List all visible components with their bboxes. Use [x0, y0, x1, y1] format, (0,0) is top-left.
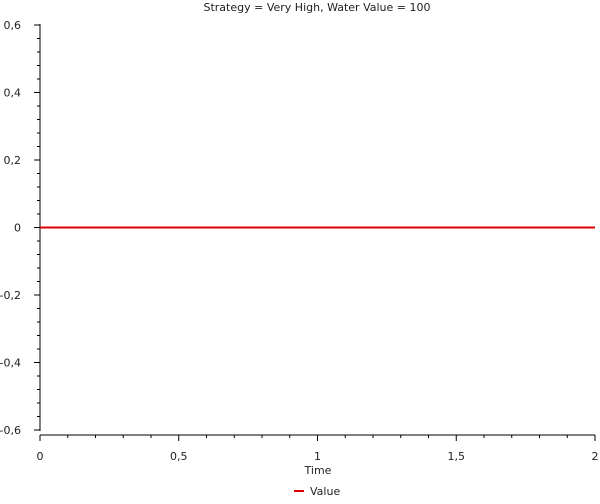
y-tick-label: -0,6 — [0, 424, 21, 437]
y-tick-label: 0,2 — [4, 154, 22, 167]
chart-title: Strategy = Very High, Water Value = 100 — [203, 1, 430, 14]
y-tick-label: 0 — [14, 222, 21, 235]
legend: Value — [294, 485, 340, 498]
x-tick-label: 0 — [37, 450, 44, 463]
y-tick-label: 0,6 — [4, 19, 22, 32]
legend-label-value: Value — [310, 485, 340, 498]
x-tick-label: 2 — [592, 450, 599, 463]
y-tick-label: 0,4 — [4, 87, 22, 100]
x-tick-label: 0,5 — [170, 450, 188, 463]
x-ticks: 0 0,5 1 1,5 2 — [37, 435, 599, 463]
x-axis-label: Time — [304, 464, 332, 477]
y-tick-label: -0,2 — [0, 289, 21, 302]
x-tick-label: 1 — [314, 450, 321, 463]
x-tick-label: 1,5 — [448, 450, 466, 463]
y-tick-label: -0,4 — [0, 357, 21, 370]
plot-area: -0,6 -0,4 -0,2 0 0,2 0,4 0,6 0 0,5 1 1,5 2 — [0, 19, 599, 463]
y-ticks: -0,6 -0,4 -0,2 0 0,2 0,4 0,6 — [0, 19, 40, 437]
